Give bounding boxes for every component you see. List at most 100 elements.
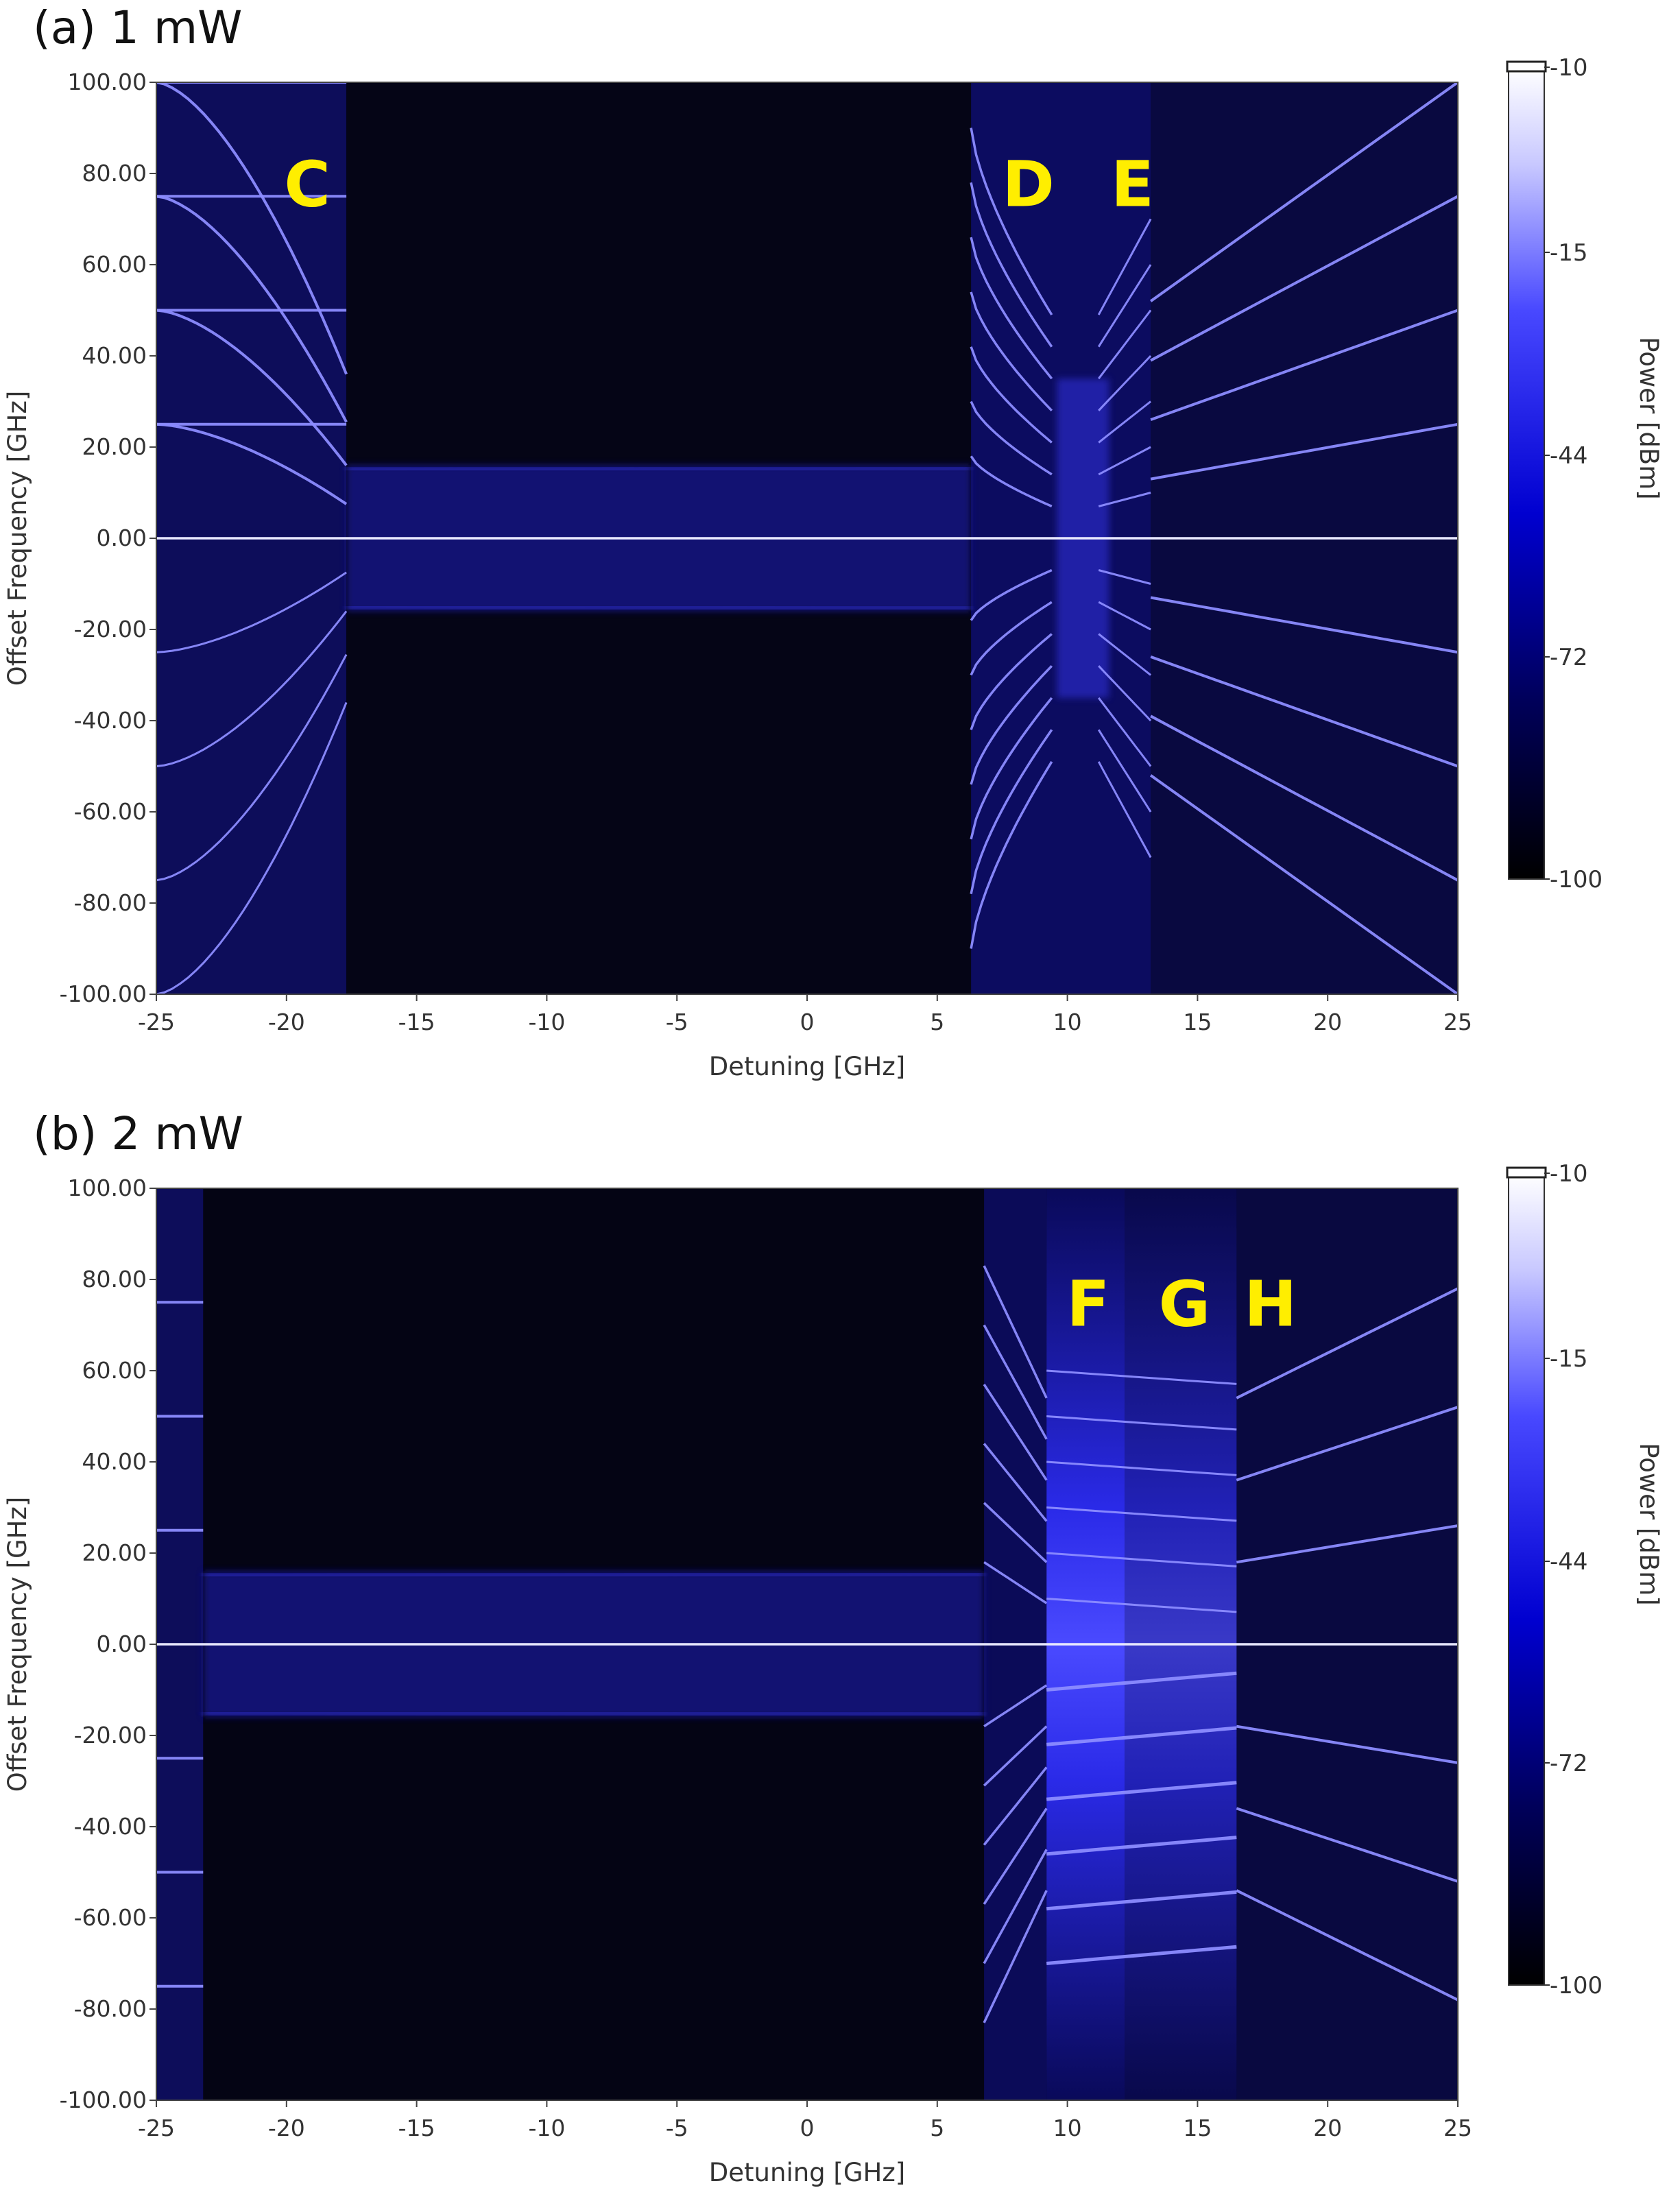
comb-pref-lower-2 bbox=[983, 1725, 1048, 1787]
x-tick-label: -20 bbox=[268, 2115, 305, 2141]
colorbar-cap bbox=[1506, 1166, 1547, 1179]
comb-right-upper-3 bbox=[1236, 1287, 1458, 1399]
x-axis-label: Detuning [GHz] bbox=[709, 1052, 905, 1081]
colorbar bbox=[1508, 1173, 1545, 1986]
x-tick-label: 25 bbox=[1443, 2115, 1472, 2141]
comb-e-lower-7 bbox=[1097, 761, 1152, 858]
comb-right-lower-2 bbox=[1150, 656, 1458, 768]
comb-c-lower-4 bbox=[156, 701, 348, 994]
comb-e-upper-5 bbox=[1098, 309, 1152, 380]
x-tick-label: 5 bbox=[930, 2115, 944, 2141]
x-tick-label: -15 bbox=[398, 2115, 435, 2141]
y-tick-label: -100.00 bbox=[60, 981, 147, 1007]
comb-pref-lower-3 bbox=[983, 1766, 1048, 1846]
colorbar-tick-label: -44 bbox=[1550, 1548, 1588, 1576]
heatmap-a: 100.00 80.00 60.00 40.00 20.00 0.00 -20.00 -40.… bbox=[3, 54, 1664, 1081]
colorbar-tick-label: -44 bbox=[1550, 442, 1588, 470]
x-tick-label: 20 bbox=[1313, 2115, 1342, 2141]
y-tick-label: 40.00 bbox=[82, 1448, 147, 1475]
comb-d-lower-6 bbox=[970, 729, 1053, 895]
comb-e-upper-6 bbox=[1097, 264, 1152, 348]
y-tick-label: 100.00 bbox=[68, 69, 147, 95]
comb-pref-upper-5 bbox=[983, 1324, 1048, 1440]
comb-fgh-upper-6 bbox=[1046, 1369, 1237, 1385]
comb-c-lower-2 bbox=[156, 610, 348, 767]
comb-e-upper-7 bbox=[1097, 218, 1152, 315]
colorbar-tick-label: -10 bbox=[1550, 1160, 1588, 1188]
y-tick-label: -80.00 bbox=[74, 889, 147, 916]
comb-e-lower-5 bbox=[1098, 697, 1152, 767]
x-tick-label: 15 bbox=[1183, 1009, 1212, 1035]
comb-right-upper-1 bbox=[1236, 1524, 1458, 1564]
comb-d-upper-5 bbox=[970, 237, 1053, 380]
comb-fgh-lower-3 bbox=[1046, 1781, 1237, 1801]
y-axis-label: Offset Frequency [GHz] bbox=[3, 391, 32, 686]
comb-fgh-lower-5 bbox=[1046, 1890, 1237, 1911]
comb-right-lower-3 bbox=[1236, 1889, 1458, 2001]
colorbar-tick-label: -10 bbox=[1550, 54, 1588, 82]
x-tick-label: -5 bbox=[666, 1009, 688, 1035]
comb-e-upper-1 bbox=[1098, 492, 1151, 507]
colorbar-tick-label: -15 bbox=[1550, 1345, 1588, 1373]
comb-fgh-upper-4 bbox=[1046, 1460, 1237, 1476]
annotation-label: D bbox=[1002, 147, 1054, 221]
y-tick-label: 80.00 bbox=[82, 160, 147, 187]
comb-d-upper-4 bbox=[970, 291, 1053, 412]
colorbar bbox=[1508, 67, 1545, 880]
y-tick-label: -60.00 bbox=[74, 1904, 147, 1931]
y-tick-label: -60.00 bbox=[74, 798, 147, 825]
sideband-upper bbox=[346, 465, 972, 472]
x-tick-label: 25 bbox=[1443, 1009, 1472, 1035]
x-tick-label: -5 bbox=[666, 2115, 688, 2141]
colorbar-cap bbox=[1506, 60, 1547, 73]
heatmap-b: 100.00 80.00 60.00 40.00 20.00 0.00 -20.00 -40.… bbox=[3, 1160, 1664, 2187]
comb-d-upper-6 bbox=[970, 182, 1053, 348]
comb-pref-upper-6 bbox=[983, 1265, 1048, 1399]
comb-d-lower-4 bbox=[970, 664, 1053, 785]
comb-c-upper-4 bbox=[156, 82, 348, 375]
x-tick-label: 10 bbox=[1053, 1009, 1082, 1035]
annotation-label: E bbox=[1111, 147, 1154, 221]
y-tick-label: -40.00 bbox=[74, 707, 147, 734]
colorbar-tick-label: -72 bbox=[1550, 1750, 1588, 1777]
comb-right-upper-3 bbox=[1150, 195, 1458, 362]
colorbar-tick-label: -15 bbox=[1550, 239, 1588, 267]
panel-title-b: (b) 2 mW bbox=[33, 1107, 243, 1160]
x-tick-label: 15 bbox=[1183, 2115, 1212, 2141]
comb-c-lower-3 bbox=[156, 653, 348, 882]
comb-e-lower-2 bbox=[1098, 601, 1151, 631]
y-tick-label: -100.00 bbox=[60, 2087, 147, 2113]
comb-fgh-upper-5 bbox=[1046, 1415, 1237, 1431]
y-axis-label: Offset Frequency [GHz] bbox=[3, 1497, 32, 1792]
comb-e-upper-4 bbox=[1098, 354, 1152, 411]
y-tick-label: -80.00 bbox=[74, 1995, 147, 2022]
comb-pref-upper-1 bbox=[983, 1561, 1048, 1604]
x-tick-label: 10 bbox=[1053, 2115, 1082, 2141]
plot-content bbox=[156, 82, 1458, 994]
x-tick-label: -25 bbox=[138, 1009, 175, 1035]
comb-c-upper-3 bbox=[156, 195, 348, 423]
comb-d-lower-7 bbox=[970, 760, 1053, 949]
comb-d-lower-2 bbox=[970, 601, 1053, 676]
comb-right-upper-2 bbox=[1236, 1406, 1458, 1482]
y-tick-label: 60.00 bbox=[82, 1357, 147, 1384]
comb-e-lower-4 bbox=[1098, 665, 1152, 722]
sideband-lower bbox=[203, 1710, 985, 1718]
x-tick-label: -20 bbox=[268, 1009, 305, 1035]
annotation-label: C bbox=[284, 147, 331, 221]
x-tick-label: 0 bbox=[800, 1009, 815, 1035]
comb-fgh-upper-3 bbox=[1046, 1506, 1237, 1522]
colorbar-tick-label: -72 bbox=[1550, 644, 1588, 671]
comb-pref-upper-3 bbox=[983, 1443, 1048, 1522]
sideband-upper bbox=[203, 1571, 985, 1578]
comb-d-lower-1 bbox=[970, 568, 1053, 621]
comb-c-upper-2 bbox=[156, 309, 348, 466]
x-tick-label: 5 bbox=[930, 1009, 944, 1035]
x-tick-label: -10 bbox=[528, 2115, 565, 2141]
comb-c-upper-1 bbox=[156, 422, 348, 505]
annotation-label: G bbox=[1159, 1267, 1211, 1341]
comb-pref-lower-6 bbox=[983, 1890, 1048, 2023]
colorbar-label: Power [dBm] bbox=[1634, 1443, 1664, 1605]
comb-d-upper-2 bbox=[970, 400, 1053, 476]
y-tick-label: -40.00 bbox=[74, 1813, 147, 1840]
